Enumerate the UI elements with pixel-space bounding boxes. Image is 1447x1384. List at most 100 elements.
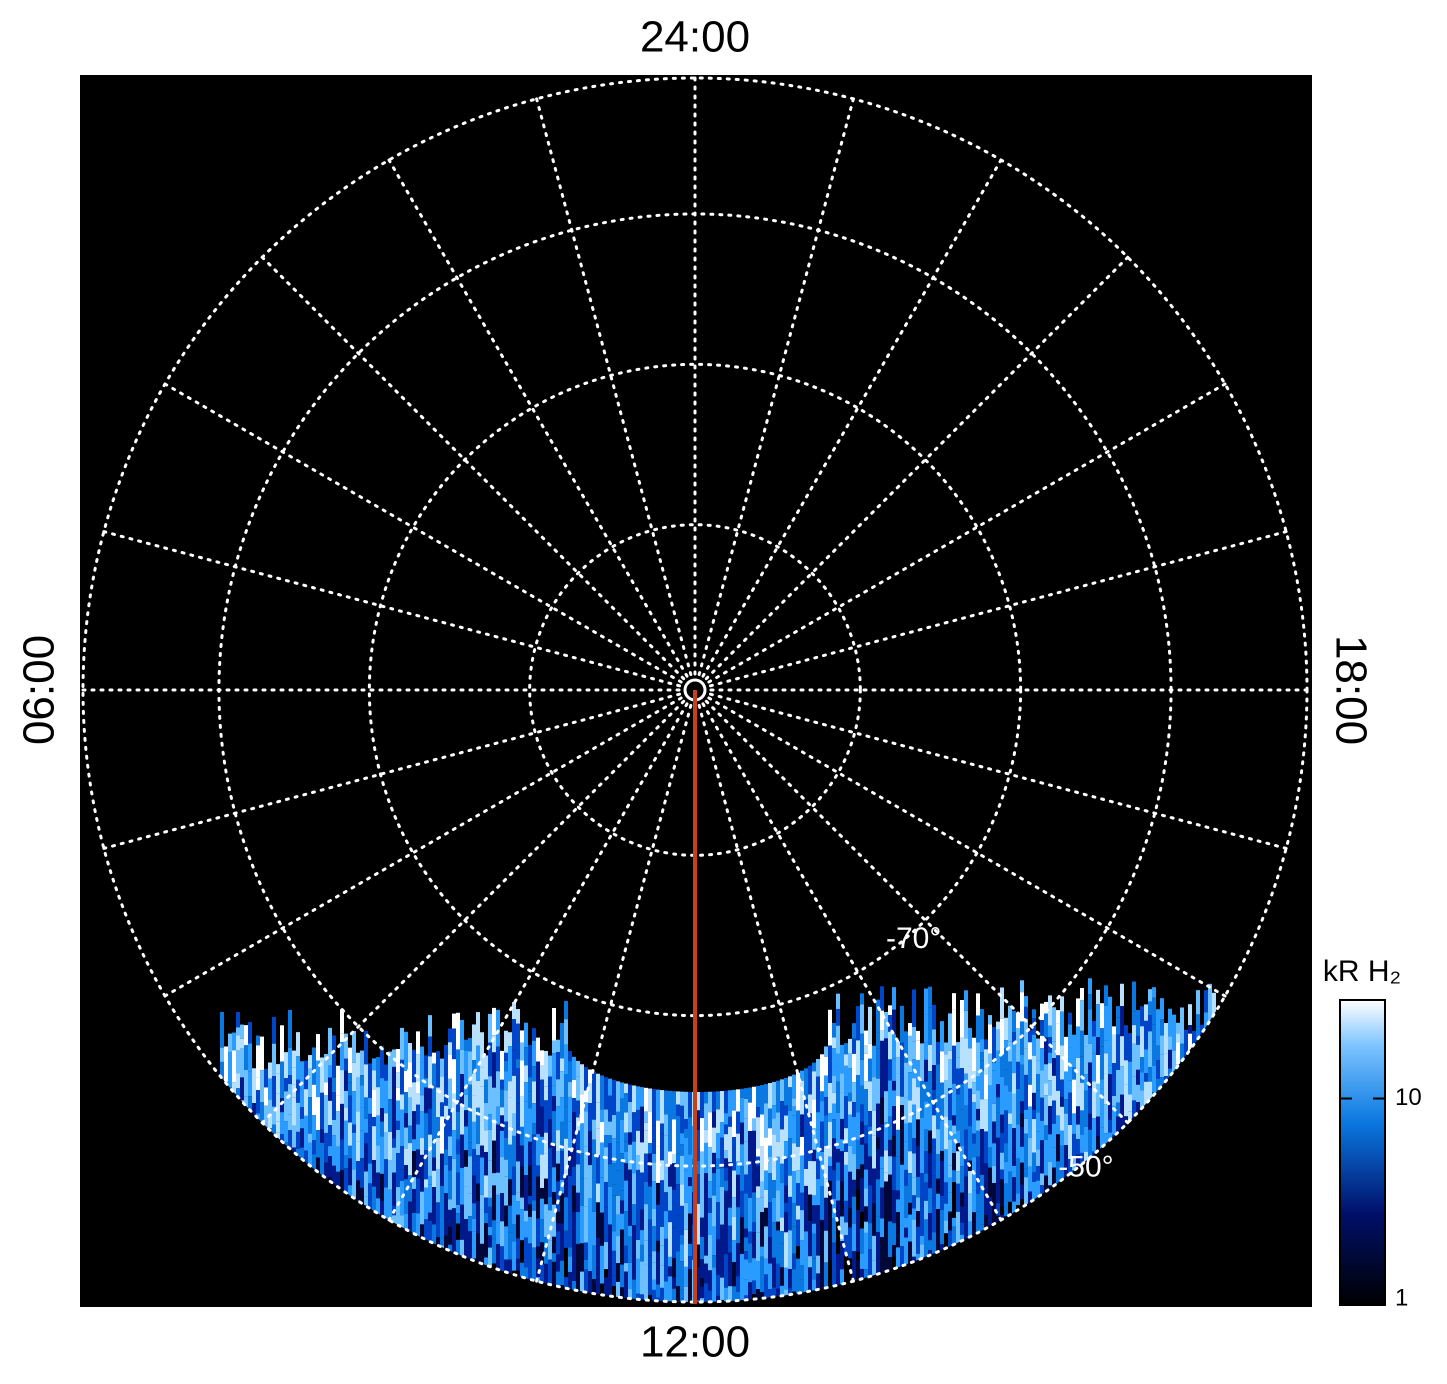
emission-cell [516, 1067, 520, 1104]
emission-cell [956, 1171, 960, 1184]
emission-cell [892, 1034, 896, 1059]
emission-cell [680, 1133, 684, 1145]
emission-cell [636, 1130, 640, 1156]
emission-cell [976, 1076, 980, 1091]
emission-cell [516, 1238, 520, 1259]
emission-cell [844, 1306, 848, 1335]
emission-cell [584, 1102, 588, 1112]
emission-cell [948, 1050, 952, 1060]
emission-cell [476, 1080, 480, 1108]
emission-cell [644, 1264, 648, 1302]
emission-cell [908, 1122, 912, 1152]
emission-cell [616, 1142, 620, 1171]
meridian [387, 702, 689, 1222]
emission-cell [768, 1308, 772, 1334]
emission-cell [792, 1106, 796, 1116]
emission-cell [364, 1196, 368, 1206]
emission-cell [532, 1200, 536, 1211]
emission-cell [452, 1013, 456, 1029]
emission-cell [1024, 1074, 1028, 1110]
emission-cell [864, 1045, 868, 1054]
emission-cell [684, 1137, 688, 1171]
emission-cell [532, 1040, 536, 1067]
emission-cell [964, 1116, 968, 1130]
emission-cell [432, 1187, 436, 1225]
emission-cell [804, 1133, 808, 1169]
emission-cell [348, 1122, 352, 1146]
emission-cell [264, 1087, 268, 1106]
emission-cell [1108, 1065, 1112, 1075]
emission-cell [988, 1053, 992, 1086]
emission-cell [396, 1072, 400, 1088]
emission-cell [848, 1145, 852, 1172]
emission-cell [996, 1167, 1000, 1204]
emission-cell [404, 1127, 408, 1149]
emission-cell [892, 1223, 896, 1245]
emission-cell [572, 1212, 576, 1244]
emission-cell [556, 1181, 560, 1212]
emission-cell [1060, 1045, 1064, 1064]
emission-cell [920, 1235, 924, 1245]
emission-cell [804, 1259, 808, 1293]
emission-cell [700, 1237, 704, 1260]
emission-cell [488, 1114, 492, 1130]
emission-cell [1152, 1310, 1156, 1336]
emission-cell [440, 1223, 444, 1246]
emission-cell [536, 1037, 540, 1062]
emission-cell [404, 1070, 408, 1093]
emission-cell [556, 1254, 560, 1272]
emission-cell [656, 1240, 660, 1252]
emission-cell [868, 1156, 872, 1186]
emission-cell [576, 1076, 580, 1101]
emission-cell [1000, 987, 1004, 1019]
emission-cell [704, 1263, 708, 1284]
emission-cell [396, 1087, 400, 1101]
emission-cell [1048, 995, 1052, 1026]
emission-cell [488, 1197, 492, 1207]
emission-cell [804, 1068, 808, 1100]
emission-cell [484, 1175, 488, 1198]
emission-cell [1132, 981, 1136, 1012]
emission-cell [848, 1101, 852, 1115]
emission-cell [776, 1156, 780, 1191]
emission-cell [884, 1181, 888, 1210]
emission-cell [700, 1259, 704, 1279]
emission-cell [924, 1173, 928, 1183]
emission-cell [984, 1049, 988, 1075]
emission-cell [664, 1238, 668, 1266]
emission-cell [468, 1142, 472, 1157]
emission-cell [516, 1023, 520, 1060]
emission-cell [1028, 1304, 1032, 1330]
emission-cell [432, 1107, 436, 1140]
emission-cell [916, 1119, 920, 1147]
emission-cell [1036, 1166, 1040, 1181]
emission-cell [1004, 1069, 1008, 1086]
emission-cell [560, 1022, 564, 1059]
emission-cell [884, 1122, 888, 1151]
emission-cell [1024, 1177, 1028, 1205]
emission-cell [832, 1103, 836, 1120]
emission-cell [668, 1090, 672, 1116]
emission-cell [580, 1123, 584, 1154]
emission-cell [1052, 1123, 1056, 1148]
emission-cell [532, 1134, 536, 1166]
emission-cell [876, 1179, 880, 1217]
emission-cell [1052, 1100, 1056, 1124]
emission-cell [240, 1024, 244, 1039]
emission-cell [524, 1210, 528, 1222]
emission-cell [1076, 1154, 1080, 1172]
emission-cell [548, 1259, 552, 1297]
emission-cell [1068, 1080, 1072, 1093]
emission-cell [540, 1136, 544, 1155]
emission-cell [1104, 1053, 1108, 1074]
emission-cell [396, 1120, 400, 1130]
emission-cell [1188, 1025, 1192, 1034]
emission-cell [360, 1075, 364, 1086]
emission-cell [568, 1061, 572, 1083]
emission-cell [580, 1094, 584, 1124]
emission-cell [1048, 1106, 1052, 1135]
emission-cell [552, 1253, 556, 1262]
emission-cell [480, 1157, 484, 1195]
emission-cell [708, 1112, 712, 1148]
emission-cell [1092, 1081, 1096, 1119]
